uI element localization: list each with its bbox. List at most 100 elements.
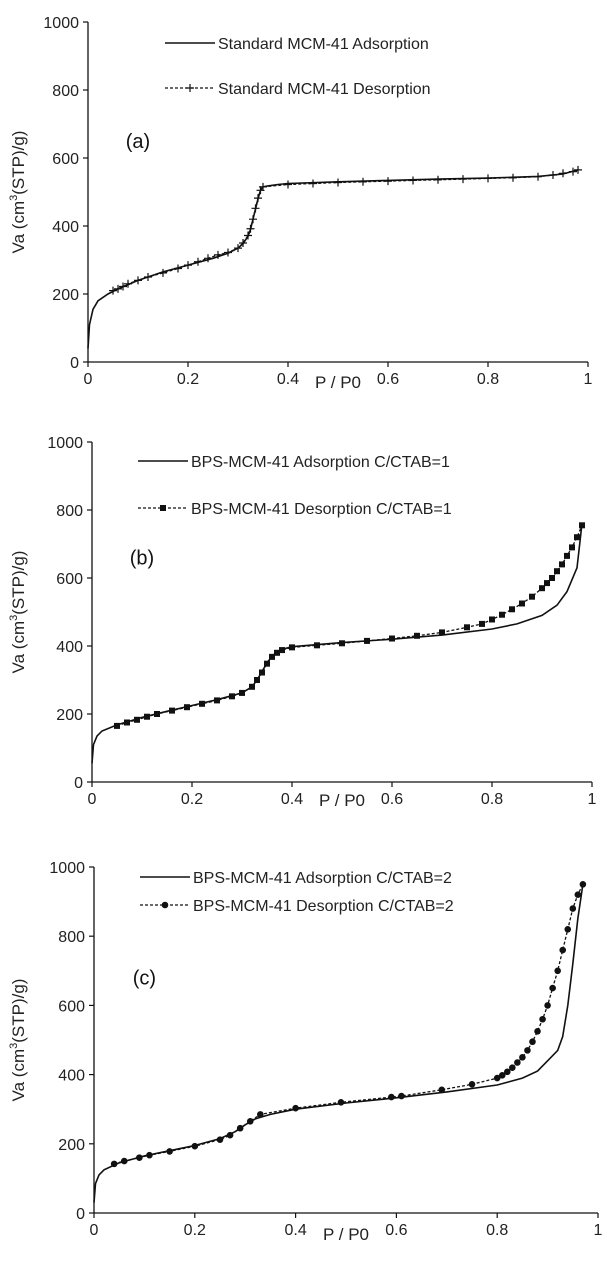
data-point xyxy=(279,647,285,654)
data-point xyxy=(534,1028,541,1035)
data-point xyxy=(114,284,122,293)
x-axis-title: P / P0 xyxy=(323,1225,369,1244)
x-axis-title: P / P0 xyxy=(315,373,361,392)
legend-entry: BPS-MCM-41 Desorption C/CTAB=1 xyxy=(138,501,452,518)
legend-label: BPS-MCM-41 Adsorption C/CTAB=1 xyxy=(191,454,450,471)
x-tick-label: 1 xyxy=(588,791,597,808)
data-point xyxy=(544,1002,551,1009)
y-tick-label: 400 xyxy=(52,219,79,236)
data-point xyxy=(529,1038,536,1046)
data-point xyxy=(464,624,470,631)
panel-label: (c) xyxy=(133,968,156,990)
data-point xyxy=(438,1086,446,1094)
data-point xyxy=(574,534,580,541)
data-point xyxy=(229,693,235,700)
y-tick-label: 400 xyxy=(58,1068,85,1085)
legend-label: BPS-MCM-41 Desorption C/CTAB=1 xyxy=(191,501,452,518)
data-point xyxy=(244,231,252,240)
data-point xyxy=(359,177,367,186)
data-point xyxy=(398,1092,405,1100)
data-point xyxy=(549,171,557,179)
x-tick-label: 0 xyxy=(84,371,93,388)
series-adsorption xyxy=(93,884,584,1203)
panel-label: (b) xyxy=(130,547,154,569)
data-point xyxy=(114,722,120,729)
data-point xyxy=(254,194,262,203)
data-point xyxy=(309,179,317,188)
y-tick-label: 400 xyxy=(56,639,83,656)
y-axis-title: Va (cm3(STP)/g) xyxy=(8,551,28,674)
legend-label: Standard MCM-41 Desorption xyxy=(218,81,431,98)
data-point xyxy=(144,713,150,720)
data-point xyxy=(274,649,280,656)
data-point xyxy=(499,611,505,618)
data-point xyxy=(479,620,485,627)
data-point xyxy=(146,1151,153,1159)
data-point xyxy=(194,257,202,266)
data-point xyxy=(214,697,220,704)
legend-entry: Standard MCM-41 Desorption xyxy=(165,81,431,98)
x-tick-label: 1 xyxy=(594,1222,603,1239)
data-point xyxy=(224,248,232,257)
legend-label: Standard MCM-41 Adsorption xyxy=(218,36,429,53)
data-point xyxy=(134,276,142,285)
data-point xyxy=(549,984,556,992)
data-point xyxy=(246,224,255,233)
data-point xyxy=(334,178,342,187)
data-point xyxy=(124,279,132,288)
y-tick-label: 600 xyxy=(52,151,79,168)
data-point xyxy=(314,642,320,649)
x-tick-label: 0.8 xyxy=(481,791,503,808)
data-point xyxy=(509,606,515,613)
data-point xyxy=(559,946,567,954)
data-point xyxy=(239,689,245,696)
series-line xyxy=(87,169,579,349)
x-tick-label: 0.6 xyxy=(381,791,403,808)
data-point xyxy=(251,204,260,213)
data-point xyxy=(216,1136,224,1143)
series-line xyxy=(93,884,584,1203)
y-tick-label: 200 xyxy=(56,707,83,724)
data-point xyxy=(174,264,182,273)
y-tick-label: 0 xyxy=(76,1206,85,1223)
data-point xyxy=(110,1160,118,1168)
data-point xyxy=(459,175,467,184)
data-point xyxy=(519,1054,526,1061)
data-point xyxy=(574,891,582,898)
data-point xyxy=(564,552,570,559)
x-tick-label: 0.4 xyxy=(284,1222,306,1239)
data-point xyxy=(136,1154,143,1161)
x-tick-label: 0 xyxy=(88,791,97,808)
data-point xyxy=(493,1074,501,1082)
y-tick-label: 1000 xyxy=(47,435,83,452)
data-point xyxy=(409,176,417,185)
x-tick-label: 0.2 xyxy=(184,1222,206,1239)
data-point xyxy=(264,660,270,667)
data-point xyxy=(134,716,140,723)
data-point xyxy=(484,174,492,183)
series-line xyxy=(112,169,579,292)
y-tick-label: 0 xyxy=(70,355,79,372)
data-point xyxy=(434,175,442,184)
data-point xyxy=(519,600,525,607)
legend-entry: Standard MCM-41 Adsorption xyxy=(165,36,429,53)
series-desorption xyxy=(114,522,585,729)
data-point xyxy=(579,522,585,529)
data-point xyxy=(249,215,257,224)
data-point xyxy=(524,1047,531,1054)
data-point xyxy=(364,637,370,644)
data-point xyxy=(414,632,420,639)
data-point xyxy=(199,700,205,707)
data-point xyxy=(154,711,160,717)
series-adsorption xyxy=(91,523,583,764)
y-tick-label: 1000 xyxy=(49,860,85,877)
series-desorption xyxy=(109,165,582,295)
data-point xyxy=(166,1148,173,1155)
chart-panel-1: 0 0.2 0.4 0.6 0.8 1 0 200 400 600 800 1000 P / P0 Va … xyxy=(8,15,593,392)
chart-panel-2: 0 0.2 0.4 0.6 0.8 1 0 200 400 600 800 1000 P / P0 Va … xyxy=(8,435,597,810)
y-axis-title: Va (cm3(STP)/g) xyxy=(8,979,28,1102)
data-point xyxy=(159,268,167,277)
y-tick-label: 600 xyxy=(56,571,83,588)
y-tick-label: 0 xyxy=(74,775,83,792)
data-point xyxy=(503,1068,511,1076)
